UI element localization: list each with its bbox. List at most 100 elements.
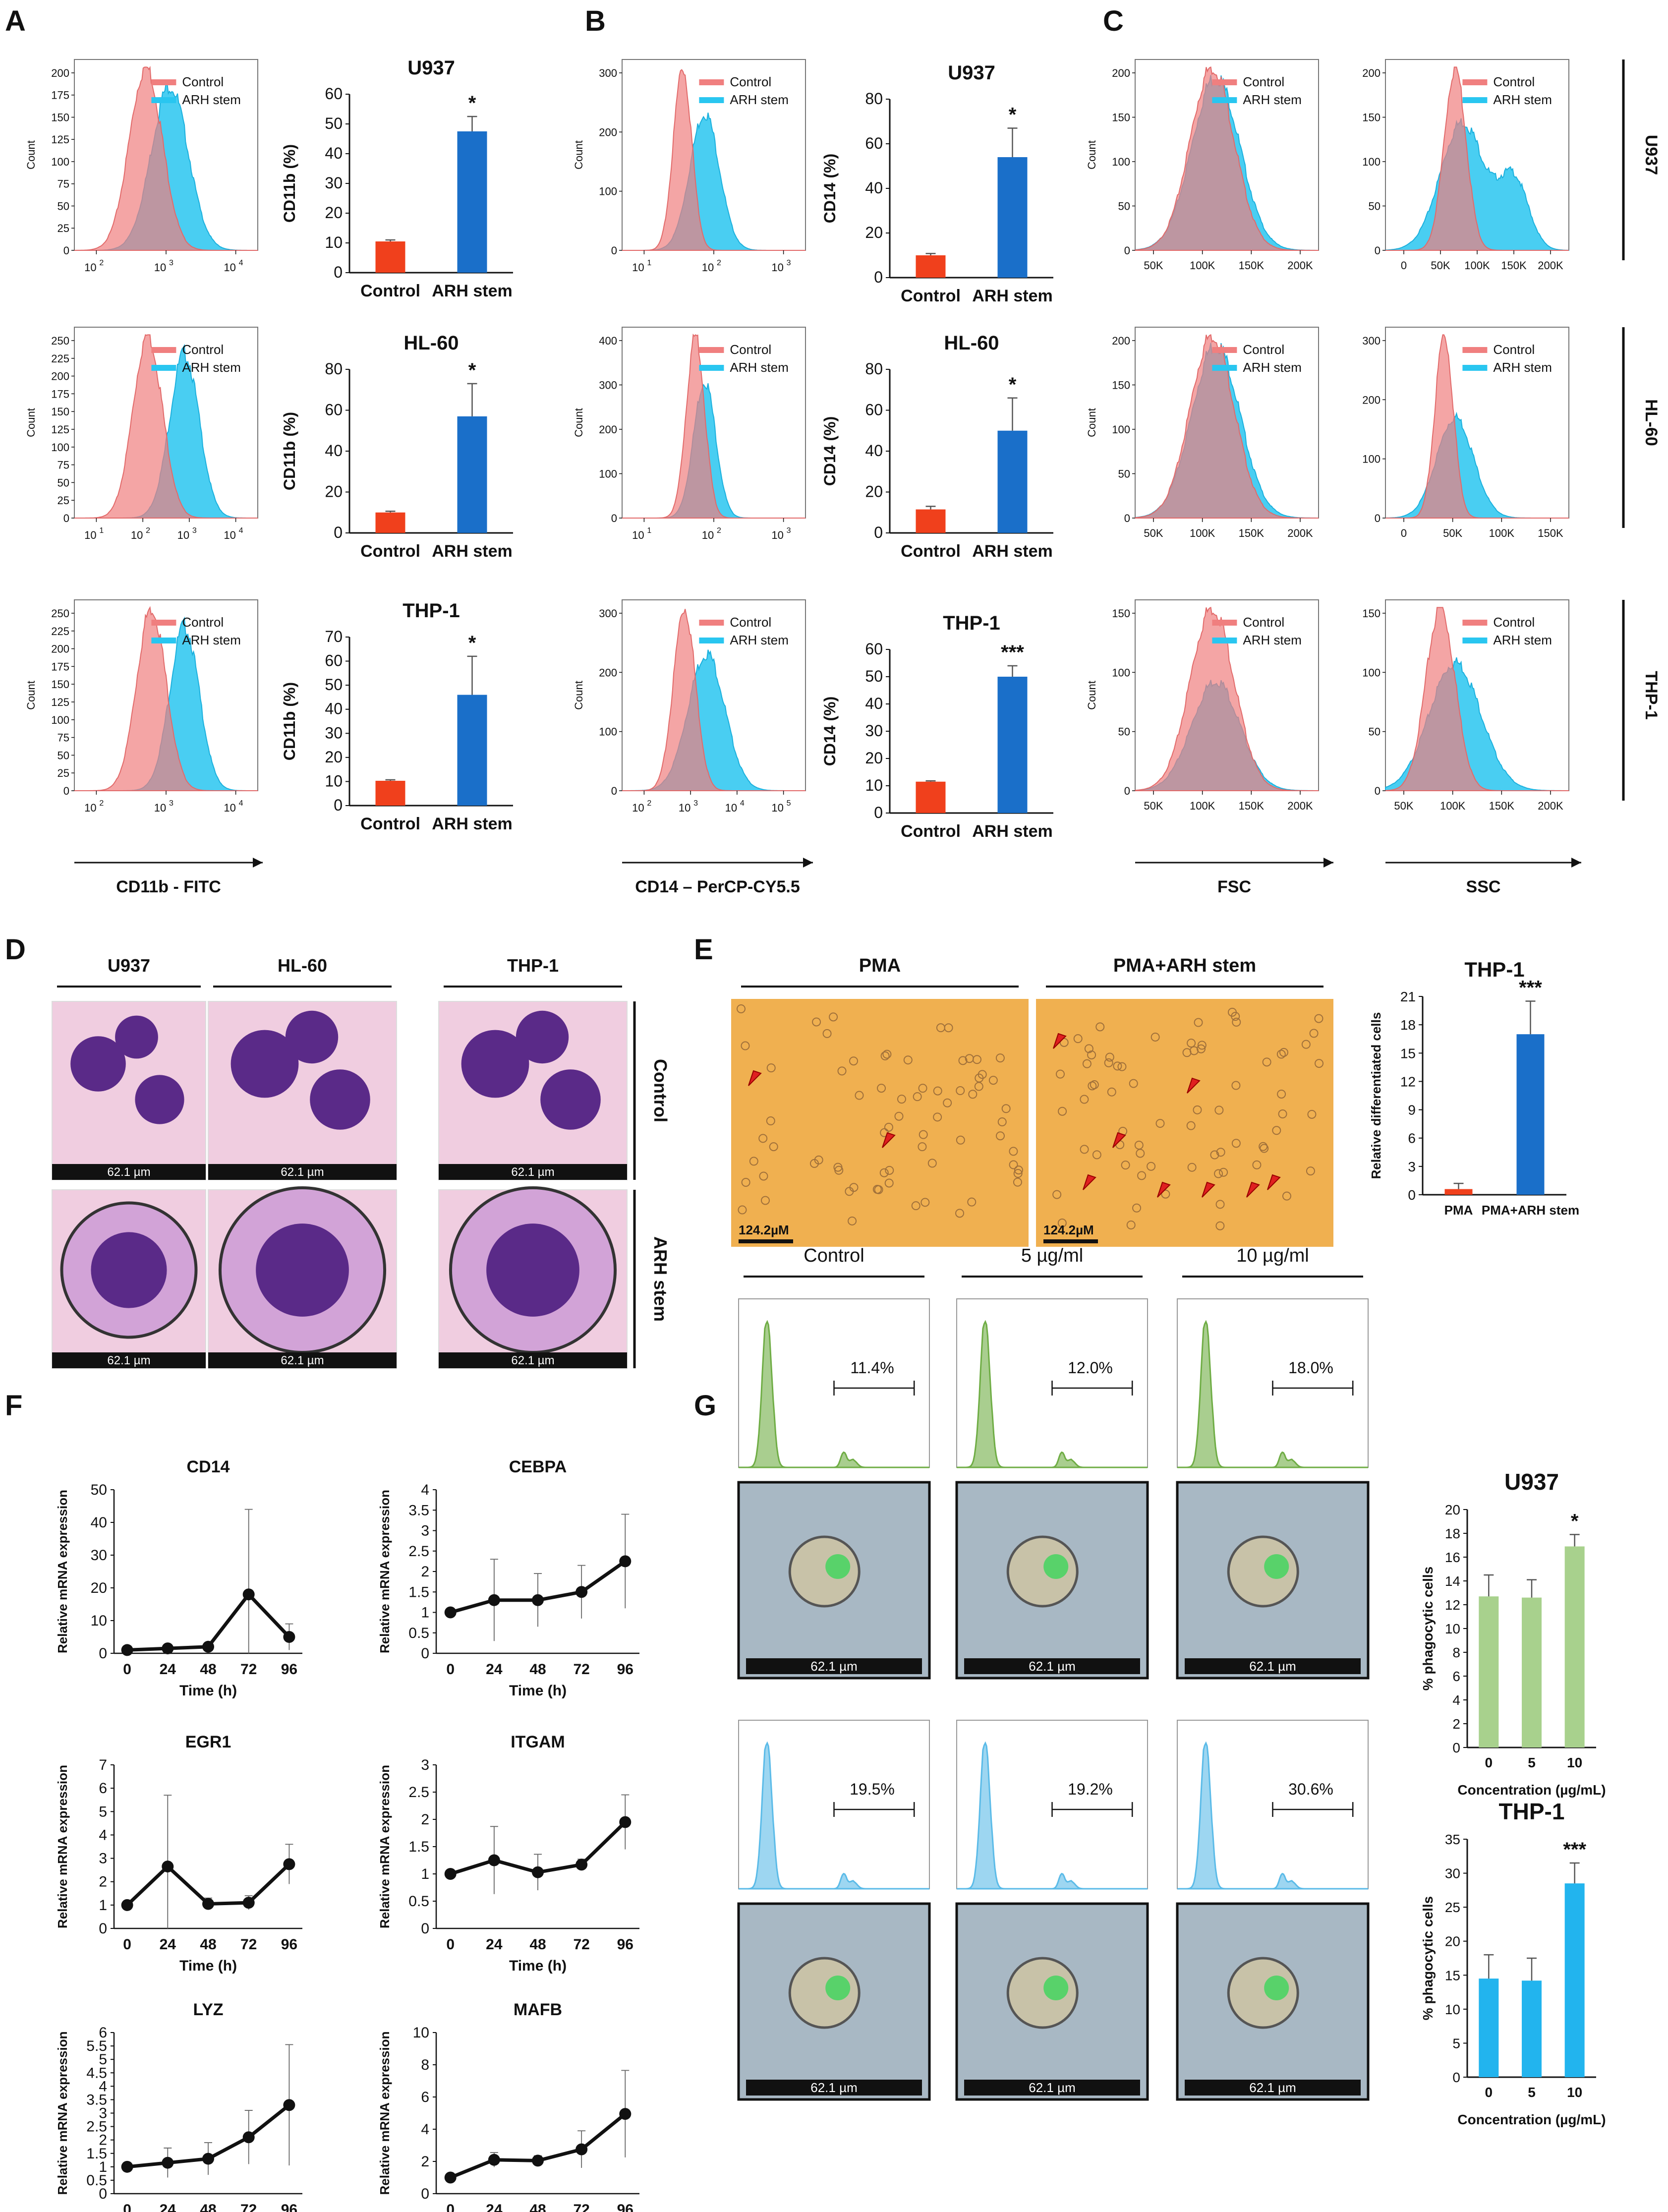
legend-control: Control bbox=[1243, 74, 1284, 89]
hist-xtick: 100K bbox=[1190, 800, 1215, 812]
cell-outline bbox=[1232, 1017, 1241, 1027]
hist-xtick-base: 10 bbox=[177, 529, 189, 541]
bar-ytick: 12 bbox=[1400, 1074, 1416, 1089]
bar-ytick: 40 bbox=[325, 442, 343, 460]
legend-control: Control bbox=[182, 615, 224, 630]
line-xtick: 0 bbox=[123, 1936, 131, 1953]
phago-hist bbox=[739, 1320, 929, 1468]
hist-xtick: 0 bbox=[1401, 259, 1407, 272]
hist-control bbox=[74, 334, 258, 519]
bar-category: Control bbox=[901, 287, 961, 305]
line-xtick: 0 bbox=[123, 1661, 131, 1678]
hist-xtick: 150K bbox=[1239, 259, 1265, 272]
cell-outline bbox=[965, 1054, 974, 1063]
line-point bbox=[488, 2154, 500, 2166]
cell-outline bbox=[897, 1095, 906, 1104]
cell-outline bbox=[738, 1205, 747, 1215]
hist-xtick-base: 10 bbox=[131, 529, 143, 541]
line-chart-title: CD14 bbox=[187, 1457, 230, 1476]
legend-swatch-control bbox=[1212, 620, 1237, 626]
bar-category: 0 bbox=[1485, 2085, 1493, 2100]
cell-line-label: THP-1 bbox=[1642, 671, 1661, 719]
hist-ytick: 0 bbox=[63, 785, 69, 797]
bar-ytick: 0 bbox=[334, 263, 343, 281]
cell-outline bbox=[1001, 1104, 1011, 1113]
hist-control bbox=[1385, 607, 1569, 791]
hist-xtick: 50K bbox=[1431, 259, 1450, 272]
hist-xtick-exp: 3 bbox=[787, 259, 791, 267]
cell-nucleus bbox=[540, 1069, 601, 1130]
bar-ytick: 70 bbox=[325, 628, 343, 645]
line-xtick: 0 bbox=[123, 2202, 131, 2212]
cell-nucleus bbox=[115, 1015, 158, 1059]
bar-ytick: 60 bbox=[865, 134, 883, 152]
bar-ytick: 40 bbox=[865, 695, 883, 712]
cell-outline bbox=[769, 1142, 778, 1152]
bar-chart-title: THP-1 bbox=[1499, 1799, 1565, 1824]
bar-ARH stem bbox=[997, 677, 1028, 813]
gate-percent: 19.5% bbox=[850, 1780, 895, 1798]
line-point bbox=[532, 1594, 544, 1606]
line-xtick: 96 bbox=[281, 2202, 297, 2212]
cell bbox=[1227, 1957, 1299, 2029]
cell bbox=[1227, 1535, 1299, 1608]
cell-outline bbox=[1104, 1058, 1113, 1067]
legend-control: Control bbox=[730, 74, 771, 89]
bar-ytick: 0 bbox=[874, 524, 883, 541]
legend-swatch-control bbox=[1462, 79, 1488, 85]
cell-nucleus bbox=[310, 1069, 370, 1130]
axis-ssc-arrowhead bbox=[1571, 858, 1581, 868]
scale-bar bbox=[1185, 1658, 1361, 1674]
hist-xtick: 50K bbox=[1394, 800, 1413, 812]
line-chart-title: LYZ bbox=[193, 2000, 223, 2019]
bar-ytick: 30 bbox=[325, 174, 343, 192]
cell-nucleus bbox=[230, 1030, 299, 1098]
line-ytick: 4 bbox=[99, 1827, 107, 1843]
cell-outline bbox=[1252, 1160, 1262, 1169]
bar-ytick: 20 bbox=[325, 483, 343, 501]
bar-ytick: 60 bbox=[865, 640, 883, 658]
hist-ytick: 100 bbox=[51, 156, 69, 168]
line-ytick: 8 bbox=[421, 2057, 429, 2073]
hist-ytick: 50 bbox=[1118, 467, 1130, 480]
line-point bbox=[444, 1868, 457, 1880]
line-point bbox=[619, 1816, 632, 1828]
hist-ytick: 150 bbox=[51, 111, 69, 123]
significance-mark: * bbox=[468, 359, 476, 381]
hist-xtick-base: 10 bbox=[224, 261, 235, 274]
red-arrow bbox=[1202, 1181, 1215, 1198]
cell-outline bbox=[766, 1063, 776, 1073]
significance-mark: * bbox=[1571, 1510, 1579, 1532]
cell-outline bbox=[956, 1086, 965, 1096]
legend-swatch-arh bbox=[699, 97, 724, 103]
cell-outline bbox=[920, 1198, 930, 1207]
line-point bbox=[283, 1631, 295, 1643]
hist-ytick: 175 bbox=[51, 89, 69, 102]
gate-percent: 18.0% bbox=[1288, 1359, 1333, 1377]
bar-ylabel: CD14 (%) bbox=[821, 416, 839, 486]
hist-count-label: Count bbox=[1086, 681, 1098, 710]
line-ytick: 2 bbox=[99, 1874, 107, 1890]
bar-category: Control bbox=[360, 815, 420, 833]
cell-outline bbox=[741, 1041, 750, 1050]
cell bbox=[788, 1535, 861, 1608]
line-ylabel: Relative mRNA expression bbox=[55, 1490, 70, 1653]
hist-ytick: 0 bbox=[1124, 244, 1130, 257]
hist-ytick: 0 bbox=[63, 512, 69, 524]
scale-bar bbox=[52, 1352, 206, 1368]
bar-category: ARH stem bbox=[432, 282, 512, 300]
fluorescent-bead bbox=[1043, 1976, 1069, 2000]
cell-outline bbox=[1095, 1022, 1105, 1032]
hist-ytick: 25 bbox=[58, 767, 69, 779]
scale-bar bbox=[746, 1658, 922, 1674]
bar-ytick: 5 bbox=[1452, 2036, 1460, 2051]
column-label: PMA+ARH stem bbox=[1113, 955, 1256, 976]
bar-category: 0 bbox=[1485, 1755, 1493, 1770]
cell-outline bbox=[1088, 1081, 1097, 1091]
line-xlabel: Time (h) bbox=[509, 1958, 567, 1974]
cell-outline bbox=[919, 1130, 928, 1139]
hist-ytick: 175 bbox=[51, 660, 69, 673]
bar-ARH stem bbox=[997, 157, 1028, 278]
line-ylabel: Relative mRNA expression bbox=[55, 2032, 70, 2195]
scale-label: 62.1 µm bbox=[281, 1354, 324, 1367]
